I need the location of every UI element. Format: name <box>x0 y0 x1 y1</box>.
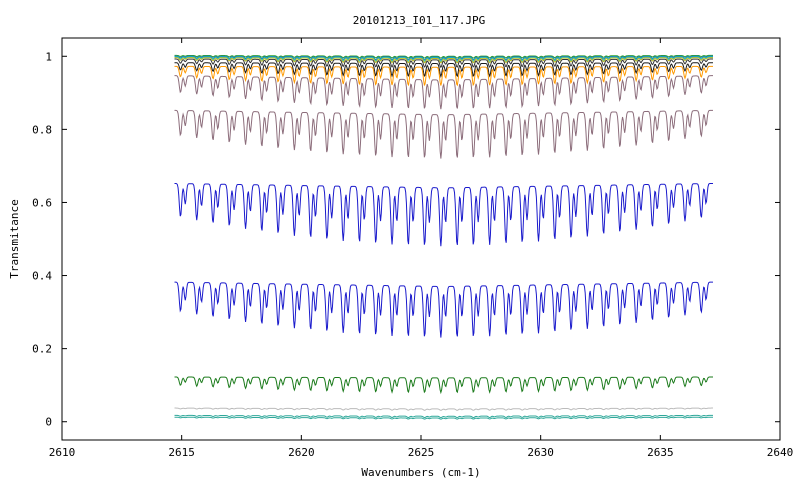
y-tick-label: 0 <box>45 416 52 429</box>
x-tick-label: 2640 <box>767 446 794 459</box>
series-line-15 <box>174 416 713 420</box>
series-line-1 <box>174 54 713 59</box>
x-axis-label: Wavenumbers (cm-1) <box>361 466 480 479</box>
y-tick-label: 0.6 <box>32 196 52 209</box>
series-group <box>174 54 714 420</box>
x-tick-label: 2620 <box>288 446 315 459</box>
series-line-7 <box>174 65 713 87</box>
y-tick-label: 0.2 <box>32 343 52 356</box>
x-tick-label: 2625 <box>408 446 435 459</box>
series-line-13 <box>174 407 713 411</box>
series-line-2 <box>174 55 713 61</box>
series-line-9 <box>174 109 713 159</box>
series-line-3 <box>174 56 713 63</box>
y-tick-label: 0.8 <box>32 123 52 136</box>
y-tick-label: 0.4 <box>32 270 52 283</box>
x-tick-label: 2635 <box>647 446 674 459</box>
y-tick-label: 1 <box>45 50 52 63</box>
x-tick-label: 2610 <box>49 446 76 459</box>
x-tick-label: 2615 <box>168 446 195 459</box>
chart-title: 20101213_I01_117.JPG <box>353 14 485 27</box>
y-axis-label: Transmitance <box>8 199 21 278</box>
series-line-4 <box>174 57 713 64</box>
series-line-11 <box>174 281 714 338</box>
axis-ticks: 2610 2615 2620 2625 2630 2635 2640 0 0.2 0.4 0.6 0.… <box>32 38 793 459</box>
series-line-5 <box>174 58 713 69</box>
series-line-14 <box>174 414 713 419</box>
series-line-12 <box>174 376 713 395</box>
x-tick-label: 2630 <box>527 446 554 459</box>
series-line-8 <box>174 75 713 110</box>
series-line-6 <box>174 62 713 78</box>
series-line-10 <box>174 182 713 247</box>
